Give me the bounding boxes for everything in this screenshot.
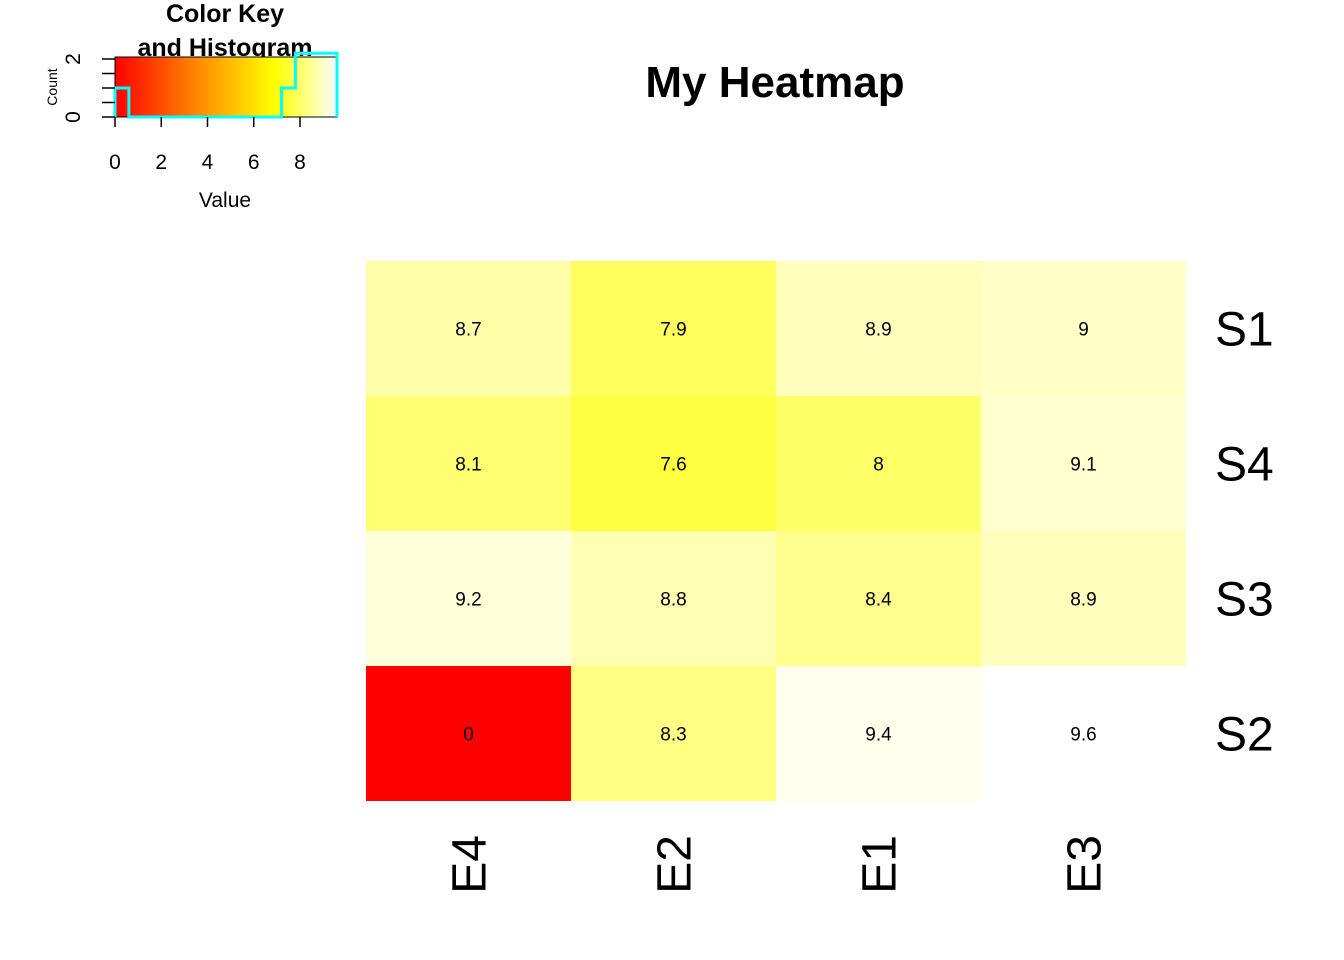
color-key-ylabel: Count [44,68,60,105]
cell-value-label: 9.1 [1070,455,1096,476]
column-labels: E4 E2 E1 E3 [444,835,1112,894]
color-key-x-tick-label: 2 [155,151,167,174]
heatmap-cell [571,666,776,801]
heatmap-cell [776,531,981,666]
color-key-x-tick-label: 4 [202,151,214,174]
heatmap-cell [366,261,571,396]
heatmap-cell [571,396,776,531]
color-key: Color Key and Histogram 0 2 4 6 802 Value Co… [44,0,339,212]
heatmap-cell [366,396,571,531]
heatmap-cell [776,396,981,531]
column-label: E1 [854,835,907,894]
color-key-title-line1: Color Key [166,0,284,28]
cell-value-label: 8.8 [660,590,686,611]
cell-value-label: 8.7 [455,320,481,341]
column-label: E4 [444,835,497,894]
color-key-xlabel: Value [199,189,251,212]
heatmap-cell [981,531,1186,666]
heatmap-cell [981,396,1186,531]
histogram-line [113,51,339,119]
cell-value-label: 9.4 [865,725,892,746]
heatmap-cell [571,531,776,666]
heatmap-cells: 8.7 7.9 8.9 9 8.1 7.6 8 9.1 9.2 8.8 8.4 8.9 0 8.3 9.4 9… [366,261,1186,801]
row-label: S3 [1215,574,1274,627]
column-label: E2 [649,835,702,894]
cell-value-label: 9.6 [1070,725,1096,746]
color-key-axis: 0 2 4 6 8 0 2 [62,53,306,174]
heatmap-cell [981,261,1186,396]
color-key-x-tick-label: 0 [109,151,121,174]
cell-value-label: 8.1 [455,455,481,476]
heatmap-cell [776,666,981,801]
heatmap-cell [366,666,571,801]
heatmap-cell [981,666,1186,801]
column-label: E3 [1059,835,1112,894]
cell-value-label: 0 [463,725,474,746]
cell-value-label: 8.3 [660,725,686,746]
color-key-y-tick-label: 0 [62,111,85,123]
cell-value-label: 8 [873,455,884,476]
cell-value-label: 9.2 [455,590,481,611]
color-key-gradient [114,56,338,118]
cell-value-label: 8.4 [865,590,892,611]
cell-value-label: 9 [1078,320,1089,341]
heatmap-cell [776,261,981,396]
color-key-y-tick-label: 2 [62,53,85,65]
heatmap-cell [366,531,571,666]
row-label: S4 [1215,439,1274,492]
row-label: S2 [1215,709,1274,762]
chart-title: My Heatmap [645,58,904,107]
cell-value-label: 7.9 [660,320,686,341]
row-label: S1 [1215,304,1274,357]
cell-value-label: 8.9 [865,320,891,341]
heatmap-cell [571,261,776,396]
color-key-histogram [113,51,339,119]
color-key-x-tick-label: 6 [248,151,260,174]
row-labels: S1 S4 S3 S2 [1215,304,1274,762]
color-key-x-tick-label: 8 [294,151,306,174]
cell-value-label: 7.6 [660,455,686,476]
cell-value-label: 8.9 [1070,590,1096,611]
